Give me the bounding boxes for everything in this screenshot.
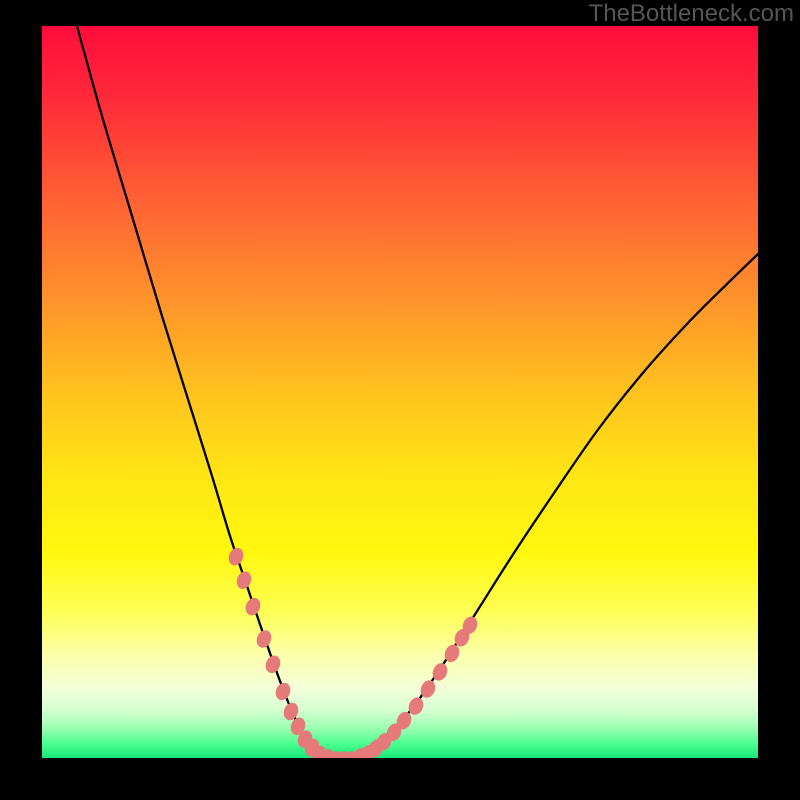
data-dot (243, 596, 263, 618)
data-dot (254, 628, 274, 650)
data-dot (273, 681, 293, 703)
data-dots (226, 546, 480, 758)
data-dot (263, 653, 283, 675)
watermark: TheBottleneck.com (589, 0, 794, 28)
data-dot (234, 569, 254, 591)
curve-layer (42, 26, 758, 758)
data-dot (226, 546, 246, 568)
bottleneck-curve (77, 26, 758, 758)
plot-area (42, 26, 758, 758)
